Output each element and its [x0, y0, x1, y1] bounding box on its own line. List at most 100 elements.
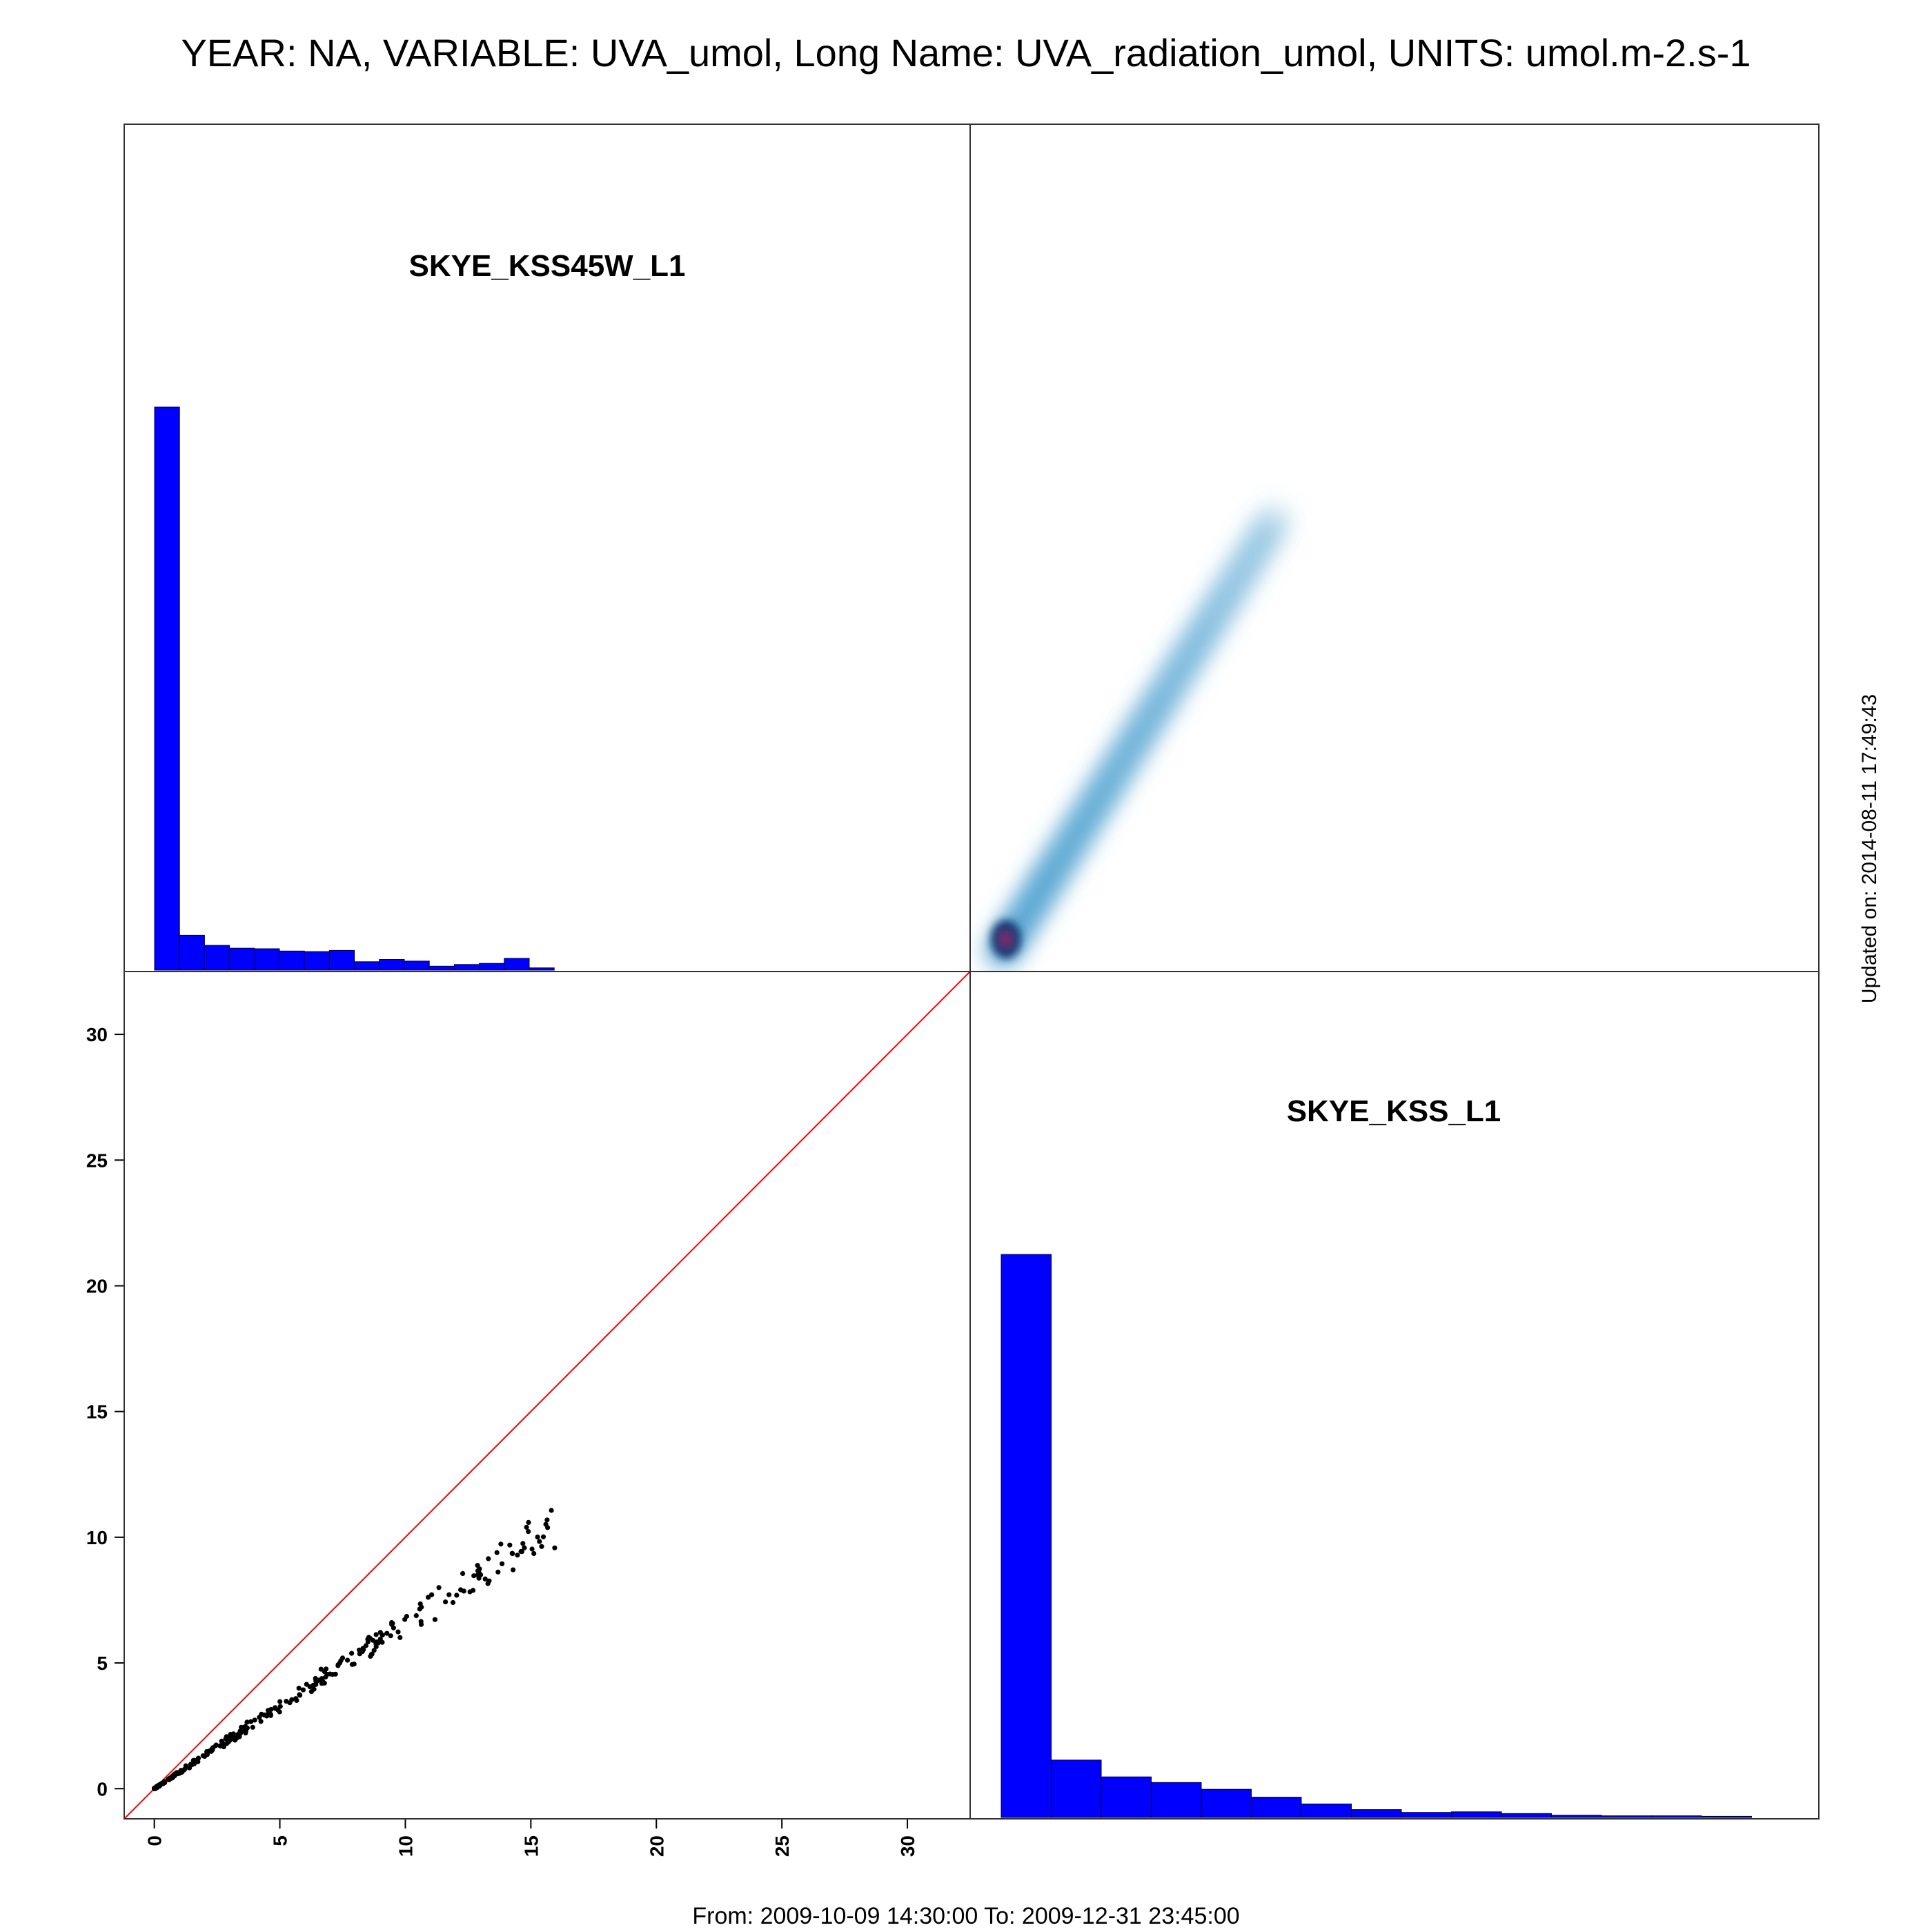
data-point [418, 1619, 424, 1624]
histogram-bar [529, 967, 555, 971]
data-point [507, 1542, 513, 1548]
histogram-bar [453, 964, 480, 971]
data-point [233, 1737, 238, 1743]
histogram-bar [154, 406, 180, 971]
data-point [540, 1534, 546, 1539]
data-point [335, 1662, 341, 1668]
data-point [374, 1639, 379, 1645]
panel-title-skye-kss45w: SKYE_KSS45W_L1 [408, 249, 685, 283]
histogram-bar [1651, 1815, 1702, 1818]
histogram-bar [1051, 1759, 1102, 1818]
data-point [297, 1692, 302, 1697]
data-point [195, 1755, 201, 1761]
data-point [366, 1635, 372, 1640]
data-point [476, 1575, 482, 1581]
data-point [213, 1742, 219, 1748]
data-point [461, 1588, 466, 1594]
data-point [191, 1761, 197, 1766]
x-tick-label: 15 [520, 1835, 542, 1857]
data-point [318, 1666, 324, 1672]
histogram-bar [379, 959, 405, 971]
data-point [161, 1779, 167, 1784]
panel-title-skye-kss: SKYE_KSS_L1 [1287, 1094, 1501, 1128]
data-point [277, 1704, 283, 1709]
data-point [417, 1606, 422, 1612]
histogram-bar [204, 945, 230, 971]
data-point [315, 1678, 320, 1684]
data-point [266, 1708, 271, 1713]
histogram-bar [504, 958, 530, 971]
data-point [526, 1519, 531, 1525]
data-point [404, 1613, 410, 1619]
x-tick-label: 10 [395, 1835, 416, 1857]
histogram-bar [1301, 1803, 1352, 1818]
data-point [349, 1662, 355, 1667]
x-tick-label: 30 [897, 1835, 918, 1857]
data-point [524, 1524, 529, 1530]
data-point [539, 1544, 544, 1549]
data-point [289, 1697, 295, 1702]
data-point [397, 1635, 403, 1640]
data-point [250, 1724, 255, 1730]
data-point [324, 1666, 329, 1672]
data-point [219, 1738, 224, 1744]
data-point [495, 1569, 501, 1575]
data-point [413, 1613, 419, 1619]
data-point [155, 1784, 160, 1789]
data-point [390, 1621, 395, 1626]
reference-line [124, 971, 971, 1820]
histogram-bar [479, 963, 505, 971]
data-point [252, 1717, 257, 1723]
data-point [450, 1599, 456, 1606]
data-point [377, 1636, 383, 1642]
data-point [475, 1568, 481, 1574]
data-point [368, 1652, 375, 1657]
data-point [248, 1719, 254, 1724]
data-point [320, 1679, 326, 1684]
data-point [300, 1687, 306, 1693]
data-point [227, 1733, 233, 1739]
data-point [183, 1763, 188, 1768]
data-point [500, 1561, 505, 1566]
data-point [535, 1535, 540, 1540]
density-band [982, 501, 1294, 972]
data-point [349, 1650, 355, 1656]
histogram-bar [354, 961, 380, 971]
data-point [244, 1725, 250, 1731]
data-point [226, 1739, 232, 1744]
data-point [395, 1629, 401, 1635]
data-point [436, 1585, 442, 1590]
data-point [494, 1550, 500, 1555]
data-point [217, 1743, 223, 1748]
data-point [345, 1657, 351, 1663]
data-point [511, 1567, 516, 1573]
data-point [515, 1552, 520, 1558]
data-point [200, 1753, 206, 1759]
data-point [277, 1699, 283, 1704]
y-tick-label: 5 [97, 1653, 108, 1674]
histogram-bar [1101, 1776, 1152, 1818]
data-point [333, 1671, 338, 1677]
data-point [486, 1578, 492, 1584]
data-point [552, 1545, 558, 1550]
histogram-bar [1151, 1782, 1202, 1818]
data-point [537, 1539, 542, 1544]
x-tick-label: 20 [646, 1835, 667, 1857]
data-point [429, 1592, 435, 1597]
data-point [273, 1706, 278, 1711]
histogram-bar [404, 960, 430, 971]
histogram-bar [428, 965, 455, 971]
x-tick-label: 0 [144, 1835, 166, 1846]
data-point [357, 1647, 362, 1653]
histogram-skye-kss [1000, 1254, 1752, 1818]
data-point [371, 1648, 377, 1653]
histogram-bar [1451, 1811, 1502, 1818]
data-point [258, 1719, 264, 1724]
data-point [371, 1637, 376, 1643]
histogram-bar [254, 948, 280, 971]
histogram-bar [328, 949, 355, 971]
data-point [417, 1601, 423, 1607]
date-range-footer: From: 2009-10-09 14:30:00 To: 2009-12-31… [692, 1903, 1240, 1929]
data-point [510, 1551, 515, 1557]
